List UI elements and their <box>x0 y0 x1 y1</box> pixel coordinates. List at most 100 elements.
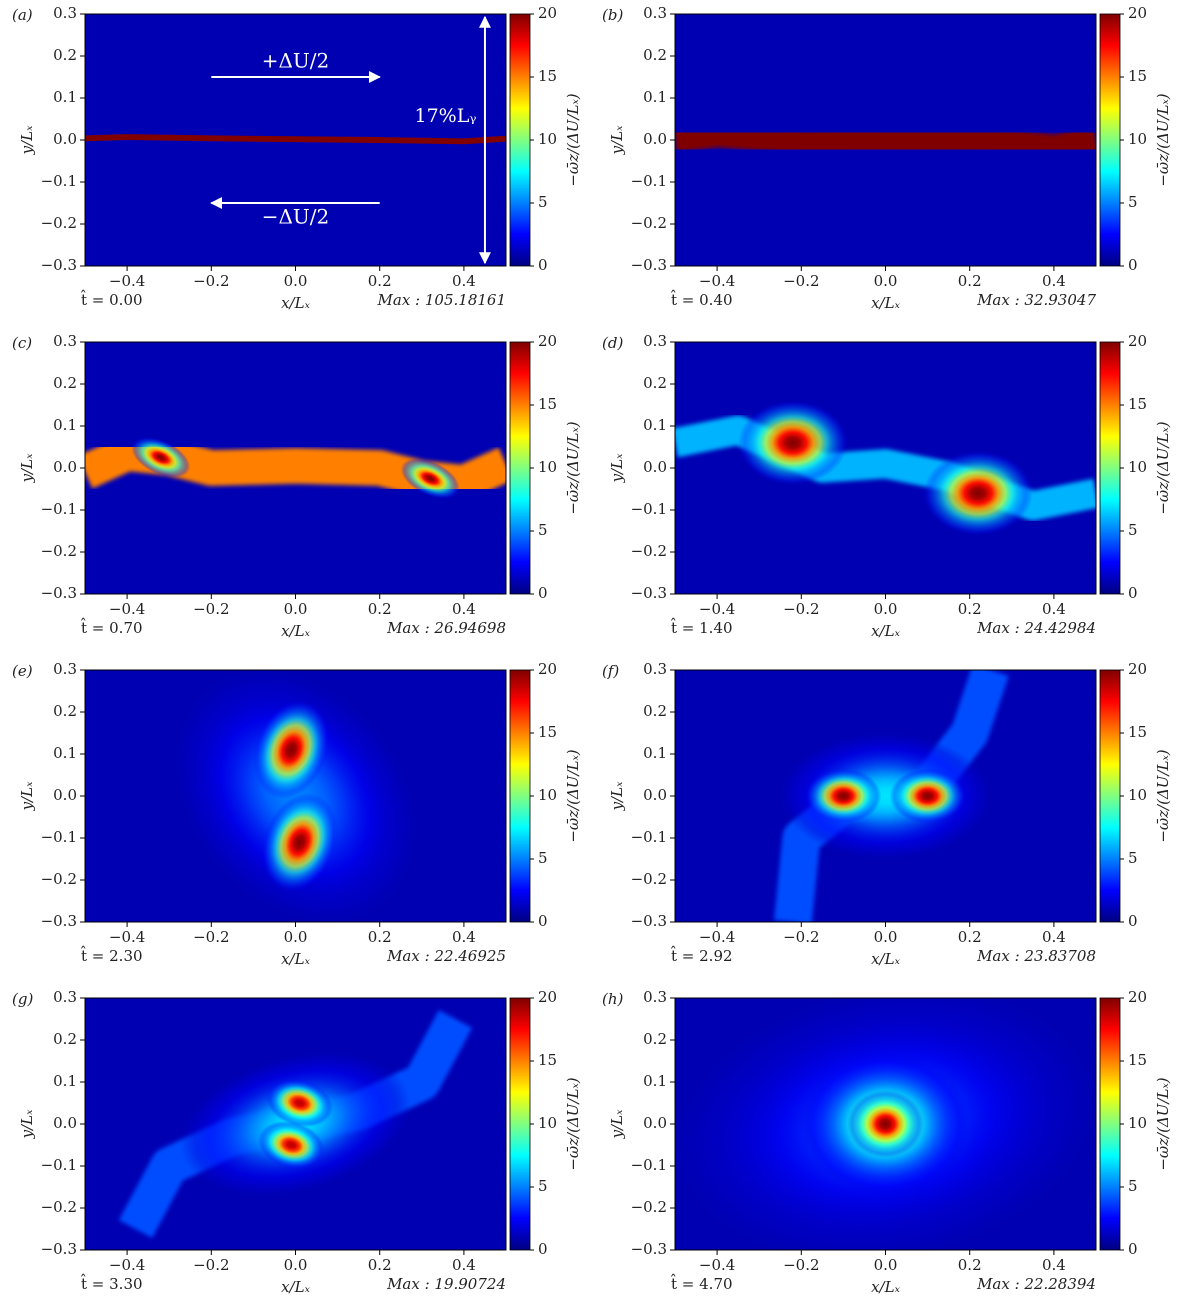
colorbar-tick-label: 10 <box>538 786 557 804</box>
panel: −0.4 −0.2 0.0 0.2 0.4 −0.3 −0.2 −0.1 0.0 0.1 0.2 0.… <box>602 4 1172 312</box>
colorbar-tick-label: 5 <box>1128 849 1138 867</box>
y-tick-label: 0.2 <box>643 374 667 392</box>
y-tick-label: −0.3 <box>41 584 77 602</box>
max-label: Max : 32.93047 <box>976 291 1096 309</box>
colorbar-tick-label: 10 <box>1128 458 1147 476</box>
y-tick-label: −0.1 <box>41 500 77 518</box>
time-label: t̂ = 0.00 <box>80 290 142 309</box>
x-tick-label: 0.2 <box>368 600 392 618</box>
y-axis-label: y/Lₓ <box>608 1109 626 1139</box>
x-tick-label: 0.2 <box>368 272 392 290</box>
x-tick-label: 0.0 <box>284 1256 308 1274</box>
y-tick-label: 0.0 <box>643 1114 667 1132</box>
x-tick-label: 0.4 <box>1042 600 1066 618</box>
colorbar-tick-label: 0 <box>538 256 548 274</box>
colorbar-tick-label: 5 <box>538 849 548 867</box>
x-tick-label: 0.2 <box>958 272 982 290</box>
plot-area <box>675 342 1096 594</box>
panel-label: (f) <box>602 662 619 680</box>
panel-label: (e) <box>12 662 33 680</box>
max-label: Max : 105.18161 <box>377 291 506 309</box>
vortex <box>400 458 460 499</box>
vortex <box>131 437 191 478</box>
colorbar-tick-label: 15 <box>538 1051 557 1069</box>
colorbar-tick-label: 10 <box>1128 1114 1147 1132</box>
y-tick-label: −0.1 <box>631 1156 667 1174</box>
plot-area <box>85 670 506 922</box>
y-tick-label: −0.2 <box>631 1198 667 1216</box>
x-tick-label: −0.2 <box>783 600 819 618</box>
x-tick-label: −0.2 <box>783 1256 819 1274</box>
max-label: Max : 24.42984 <box>976 619 1096 637</box>
colorbar-tick-label: 0 <box>1128 912 1138 930</box>
x-tick-label: 0.2 <box>958 928 982 946</box>
colorbar-tick-label: 0 <box>1128 1240 1138 1258</box>
vortex <box>258 1121 325 1169</box>
colorbar-tick-label: 20 <box>1128 988 1147 1006</box>
colorbar-tick-label: 20 <box>1128 332 1147 350</box>
x-tick-label: −0.4 <box>699 272 735 290</box>
colorbar-tick-label: 0 <box>538 584 548 602</box>
y-tick-label: −0.1 <box>41 172 77 190</box>
x-tick-label: 0.0 <box>284 928 308 946</box>
y-axis-label: y/Lₓ <box>18 1109 36 1139</box>
colorbar-tick-label: 20 <box>538 332 557 350</box>
max-label: Max : 26.94698 <box>386 619 506 637</box>
vortex <box>923 451 1033 536</box>
max-label: Max : 22.46925 <box>386 947 506 965</box>
colorbar-label: −ω̄z/(ΔU/Lₓ) <box>1154 421 1172 514</box>
colorbar-tick-label: 5 <box>538 1177 548 1195</box>
colorbar <box>509 669 531 923</box>
y-tick-label: −0.1 <box>41 828 77 846</box>
x-tick-label: 0.4 <box>452 1256 476 1274</box>
panel-label: (c) <box>12 334 32 352</box>
y-tick-label: −0.1 <box>631 500 667 518</box>
colorbar <box>1099 669 1121 923</box>
y-tick-label: 0.0 <box>53 786 77 804</box>
x-axis-label: x/Lₓ <box>871 950 900 968</box>
y-tick-label: 0.1 <box>643 416 667 434</box>
colorbar-tick-label: 20 <box>1128 660 1147 678</box>
vortex <box>847 1090 924 1158</box>
panel: −0.4 −0.2 0.0 0.2 0.4 −0.3 −0.2 −0.1 0.0 0.1 0.2 0.… <box>12 332 582 640</box>
colorbar-tick-label: 0 <box>1128 256 1138 274</box>
colorbar-label: −ω̄z/(ΔU/Lₓ) <box>1154 1077 1172 1170</box>
x-tick-label: 0.2 <box>958 1256 982 1274</box>
panel: −0.4 −0.2 0.0 0.2 0.4 −0.3 −0.2 −0.1 0.0 0.1 0.2 0.… <box>602 988 1172 1296</box>
panel-label: (b) <box>602 6 623 24</box>
panel: −0.4 −0.2 0.0 0.2 0.4 −0.3 −0.2 −0.1 0.0 0.1 0.2 0.… <box>12 660 582 968</box>
colorbar-label: −ω̄z/(ΔU/Lₓ) <box>564 93 582 186</box>
y-tick-label: 0.0 <box>53 1114 77 1132</box>
y-tick-label: 0.0 <box>643 130 667 148</box>
x-tick-label: 0.0 <box>284 272 308 290</box>
y-tick-label: 0.3 <box>53 660 77 678</box>
colorbar-tick-label: 5 <box>1128 193 1138 211</box>
annotation: +ΔU/2 −ΔU/2 17%Lᵧ <box>210 15 491 265</box>
colorbar-tick-label: 20 <box>538 988 557 1006</box>
colorbar-label: −ω̄z/(ΔU/Lₓ) <box>1154 749 1172 842</box>
velocity-label: +ΔU/2 <box>262 49 330 73</box>
y-axis-label: y/Lₓ <box>608 781 626 811</box>
colorbar <box>1099 997 1121 1251</box>
x-axis-label: x/Lₓ <box>281 950 310 968</box>
colorbar-label: −ω̄z/(ΔU/Lₓ) <box>564 1077 582 1170</box>
y-tick-label: −0.3 <box>41 1240 77 1258</box>
colorbar-tick-label: 15 <box>538 723 557 741</box>
y-axis-label: y/Lₓ <box>18 453 36 483</box>
velocity-label: −ΔU/2 <box>262 205 330 229</box>
panel-label: (d) <box>602 334 623 352</box>
x-tick-label: 0.2 <box>368 1256 392 1274</box>
colorbar-tick-label: 10 <box>538 130 557 148</box>
panel: −0.4 −0.2 0.0 0.2 0.4 −0.3 −0.2 −0.1 0.0 0.1 0.2 0.… <box>12 988 582 1296</box>
y-tick-label: 0.0 <box>643 786 667 804</box>
colorbar-tick-label: 5 <box>1128 521 1138 539</box>
time-label: t̂ = 1.40 <box>670 618 732 637</box>
colorbar <box>509 13 531 267</box>
colorbar-label: −ω̄z/(ΔU/Lₓ) <box>564 749 582 842</box>
x-tick-label: 0.0 <box>874 1256 898 1274</box>
y-axis-label: y/Lₓ <box>18 125 36 155</box>
y-tick-label: 0.2 <box>53 46 77 64</box>
plot-area <box>675 670 1096 922</box>
colorbar-label: −ω̄z/(ΔU/Lₓ) <box>564 421 582 514</box>
